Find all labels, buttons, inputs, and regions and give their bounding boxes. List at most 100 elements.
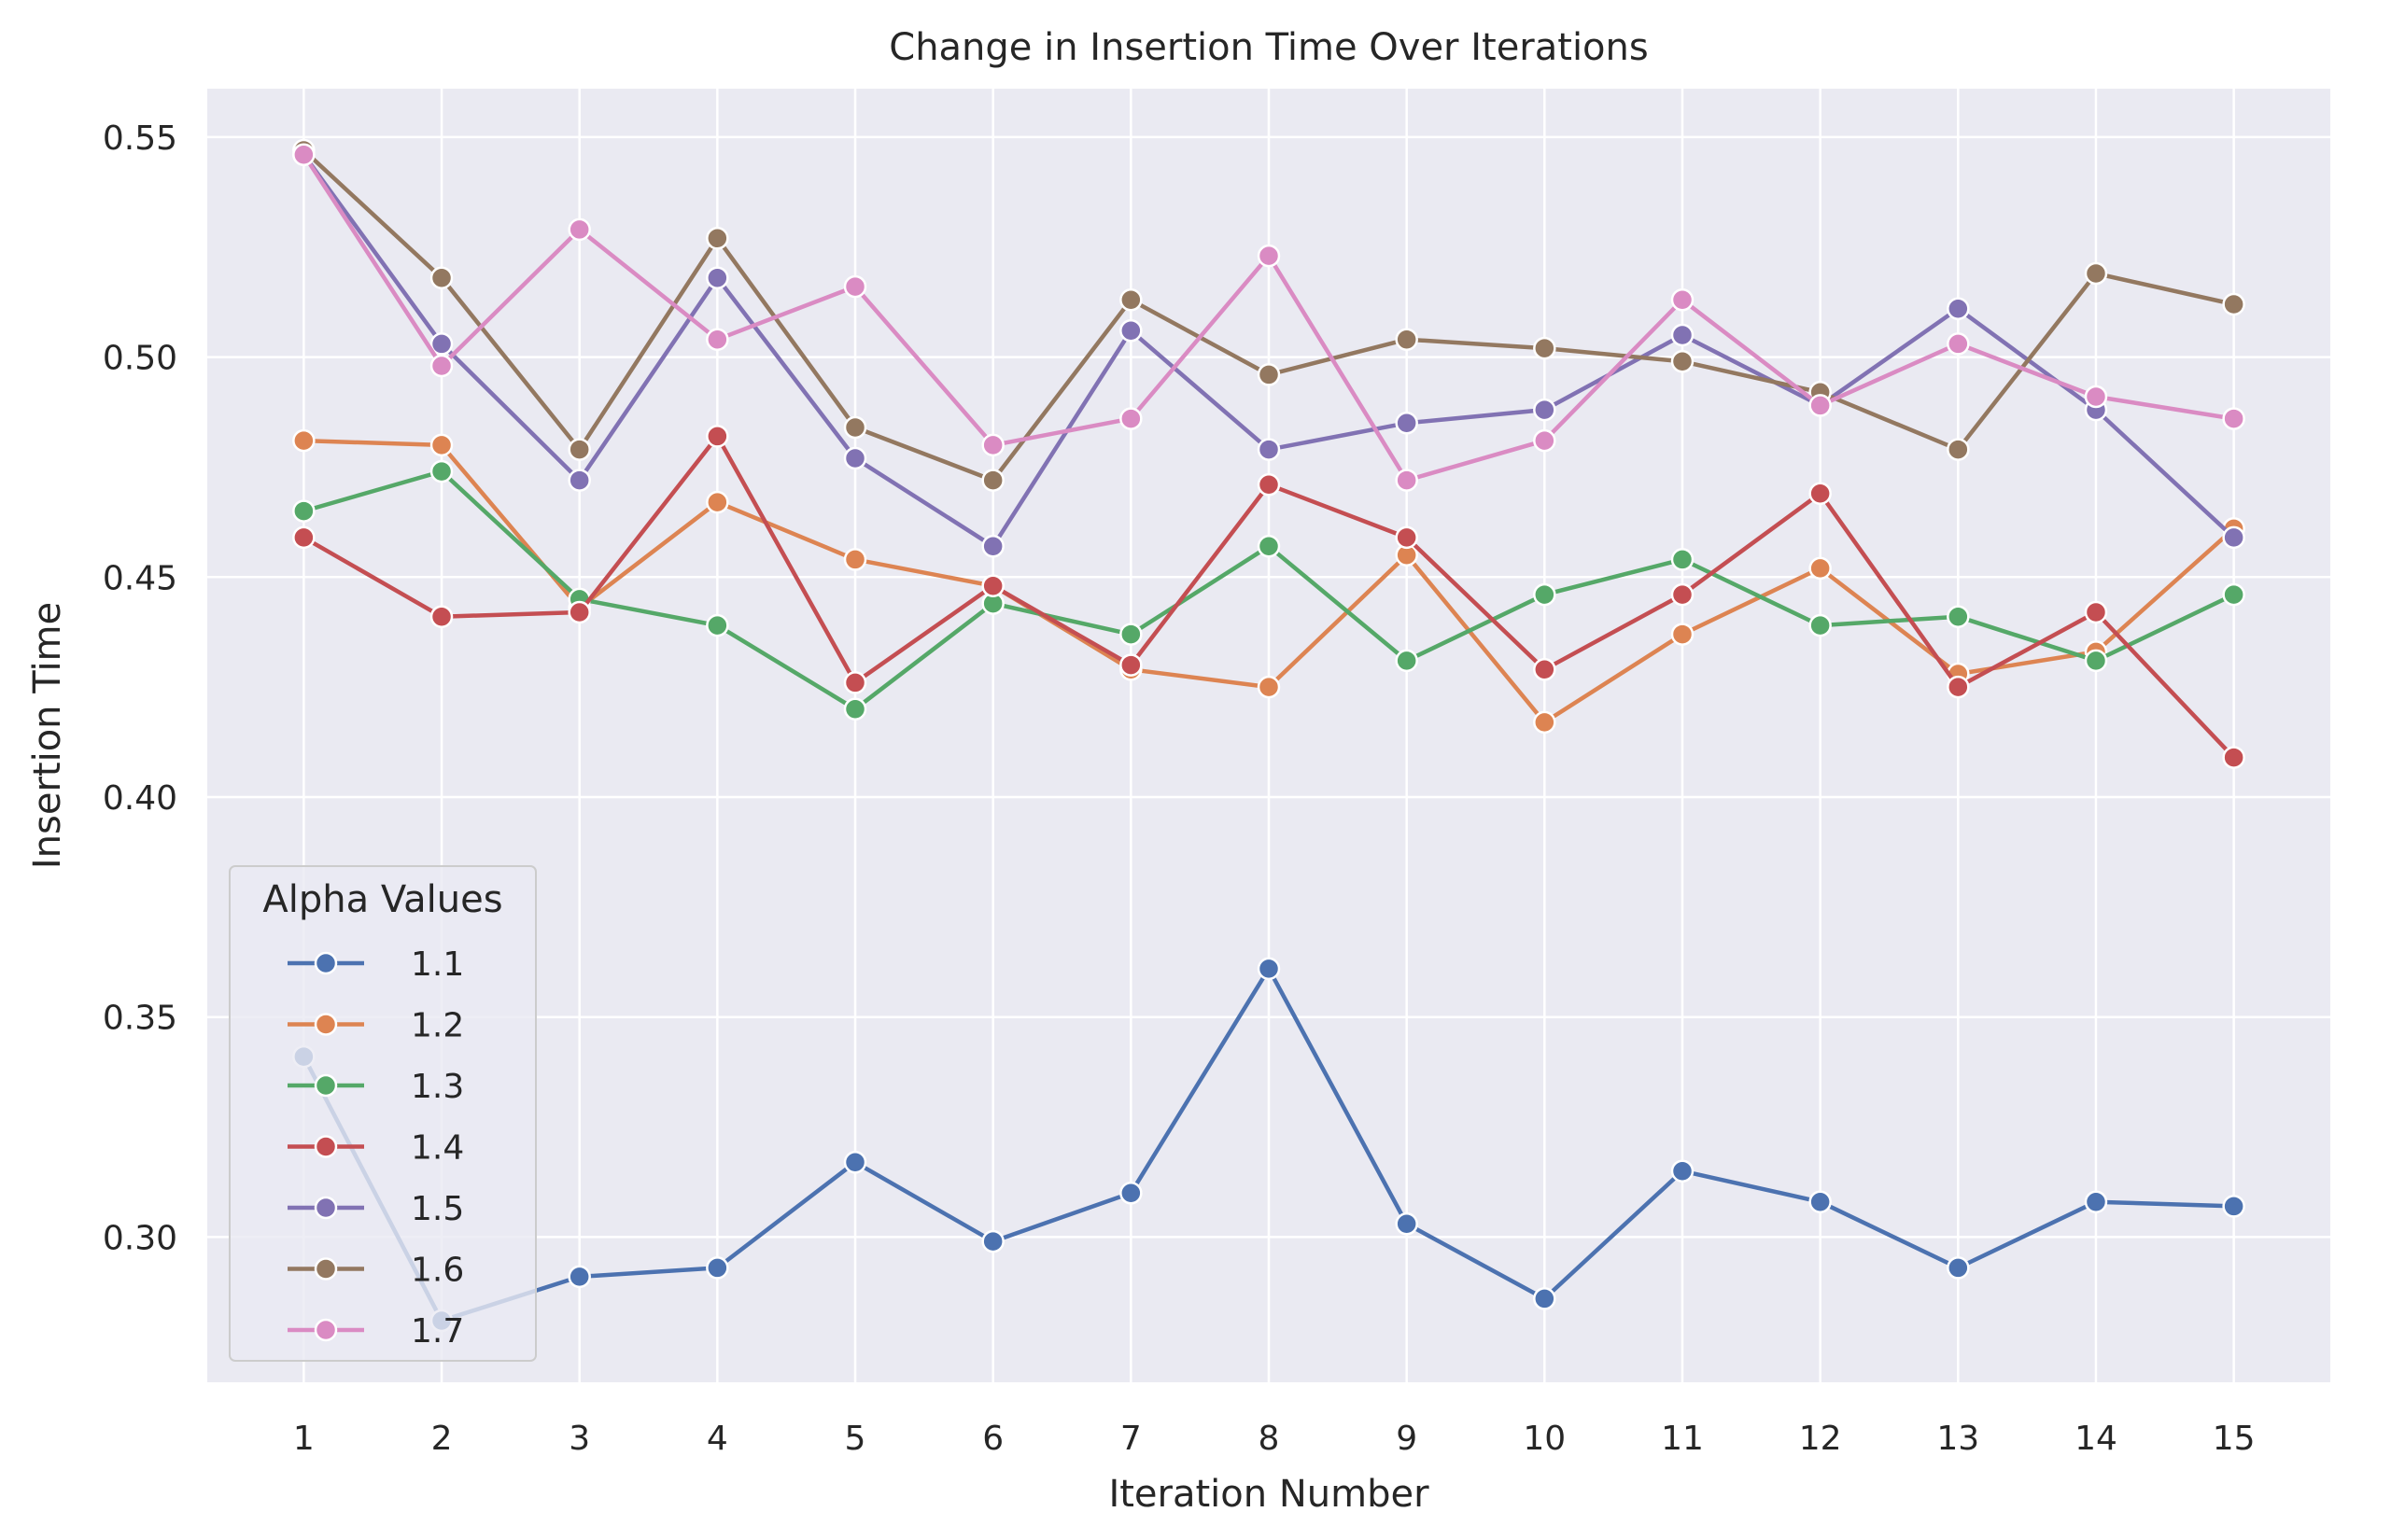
legend-items: 1.1 1.2 1.3 1.4 1.5 1.6 1.7	[288, 945, 464, 1351]
data-point	[568, 217, 591, 242]
x-tick-label: 2	[431, 1420, 453, 1458]
data-point	[568, 1265, 591, 1289]
x-tick-label: 3	[569, 1420, 590, 1458]
data-point	[568, 438, 591, 461]
chart-title: Change in Insertion Time Over Iterations	[889, 26, 1648, 69]
series-layer	[292, 138, 2245, 1333]
x-tick-label: 14	[2074, 1420, 2117, 1458]
data-point	[1808, 556, 1832, 581]
data-point	[1257, 675, 1281, 699]
data-point	[1808, 1190, 1832, 1213]
series-1.3	[292, 459, 2245, 721]
x-tick-label: 7	[1120, 1420, 1142, 1458]
data-point	[981, 433, 1005, 457]
legend: Alpha Values 1.1 1.2 1.3 1.4 1.5 1.6 1.7	[229, 865, 537, 1362]
data-point	[706, 266, 729, 289]
data-point	[568, 600, 591, 624]
data-point	[1395, 525, 1418, 550]
data-point	[2084, 385, 2108, 409]
data-point	[843, 446, 867, 470]
data-point	[2222, 292, 2245, 316]
data-point	[1670, 288, 1695, 312]
data-point	[843, 415, 867, 440]
data-point	[1119, 623, 1143, 646]
legend-label: 1.2	[411, 1007, 464, 1045]
data-point	[1533, 1287, 1556, 1310]
data-point	[1947, 675, 1970, 699]
data-point	[2084, 1190, 2108, 1213]
data-point	[429, 354, 454, 378]
data-point	[429, 433, 454, 457]
data-point	[1257, 363, 1281, 386]
data-point	[981, 469, 1005, 492]
y-tick-label: 0.30	[103, 1219, 177, 1257]
data-point	[1808, 613, 1832, 637]
data-point	[843, 697, 867, 721]
data-point	[1670, 1159, 1695, 1183]
x-tick-label: 11	[1661, 1420, 1704, 1458]
data-point	[1257, 957, 1281, 981]
tick-labels: 1 2 3 4 5 6 7 8 9 10 11 12 13 14 150.300.350.400.450.5…	[103, 119, 2256, 1458]
data-point	[1395, 328, 1418, 351]
legend-item: 1.1	[288, 945, 464, 984]
data-point	[1119, 288, 1143, 312]
data-point	[1533, 398, 1556, 422]
data-point	[981, 574, 1005, 597]
data-point	[1808, 482, 1832, 505]
data-point	[1395, 412, 1418, 435]
data-point	[706, 1256, 729, 1280]
data-point	[1670, 350, 1695, 373]
data-point	[1670, 623, 1695, 646]
x-tick-label: 10	[1523, 1420, 1566, 1458]
data-point	[1947, 297, 1970, 320]
data-point	[2222, 407, 2245, 430]
data-point	[1533, 428, 1556, 453]
legend-label: 1.6	[411, 1252, 464, 1290]
data-point	[1119, 653, 1143, 677]
y-tick-label: 0.55	[103, 119, 177, 158]
legend-item: 1.5	[288, 1190, 464, 1228]
data-point	[292, 428, 316, 453]
x-tick-label: 12	[1799, 1420, 1842, 1458]
data-point	[429, 266, 454, 289]
data-point	[1808, 394, 1832, 417]
data-point	[2222, 1195, 2245, 1218]
y-tick-label: 0.45	[103, 559, 177, 597]
legend-marker	[314, 1135, 338, 1158]
data-point	[1670, 582, 1695, 607]
x-tick-label: 15	[2213, 1420, 2256, 1458]
data-point	[1119, 407, 1143, 430]
legend-marker	[314, 1318, 338, 1342]
data-point	[1670, 323, 1695, 347]
series-1.7	[292, 143, 2245, 492]
data-point	[429, 332, 454, 356]
data-point	[1533, 658, 1556, 681]
data-point	[981, 535, 1005, 558]
data-point	[706, 227, 729, 250]
legend-label: 1.1	[411, 945, 464, 984]
legend-label: 1.3	[411, 1068, 464, 1106]
data-point	[706, 613, 729, 637]
y-tick-label: 0.35	[103, 1000, 177, 1038]
data-point	[429, 605, 454, 628]
legend-item: 1.3	[288, 1068, 464, 1106]
data-point	[568, 469, 591, 492]
data-point	[1533, 582, 1556, 607]
x-tick-label: 4	[707, 1420, 728, 1458]
data-point	[843, 1151, 867, 1174]
legend-marker	[314, 1257, 338, 1281]
data-point	[292, 525, 316, 550]
x-tick-label: 5	[845, 1420, 866, 1458]
legend-marker	[314, 951, 338, 975]
data-point	[292, 499, 316, 523]
x-tick-label: 6	[982, 1420, 1004, 1458]
data-point	[1257, 535, 1281, 558]
data-point	[2222, 525, 2245, 550]
data-point	[2084, 600, 2108, 624]
legend-title: Alpha Values	[262, 878, 502, 921]
data-point	[706, 328, 729, 351]
data-point	[1257, 473, 1281, 497]
data-point	[706, 490, 729, 514]
data-point	[1947, 1256, 1970, 1280]
series-1.4	[292, 425, 2245, 769]
